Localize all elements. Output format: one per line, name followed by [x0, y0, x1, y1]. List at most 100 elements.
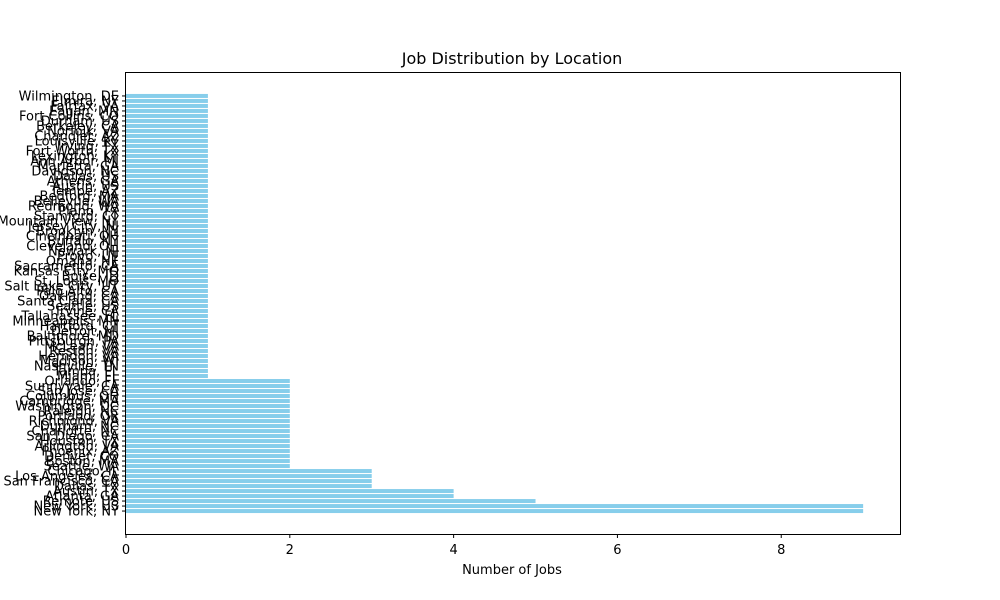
bar — [126, 404, 290, 409]
y-tick-label: Palo Alto, CA — [36, 284, 119, 299]
y-tick-label: Wilmington, DE — [19, 89, 119, 104]
bar — [126, 474, 372, 479]
bar — [126, 168, 208, 173]
y-tick-label: Charlotte, NC — [32, 425, 119, 440]
y-tick-label: Cambridge, MA — [19, 395, 119, 410]
y-tick-label: Berkeley, CA — [36, 119, 119, 134]
bar — [126, 469, 372, 474]
bar — [126, 329, 208, 334]
y-tick-label: Herndon, VA — [38, 350, 119, 365]
bar — [126, 233, 208, 238]
bar — [126, 364, 208, 369]
y-tick-label: Detroit, MI — [51, 325, 119, 340]
bar — [126, 449, 290, 454]
y-tick-label: Ann Arbor, MI — [30, 154, 119, 169]
bar — [126, 253, 208, 258]
y-tick-label: Richmond, VA — [29, 415, 119, 430]
bar — [126, 248, 208, 253]
bar — [126, 193, 208, 198]
y-tick-label: Arlington, VA — [35, 440, 120, 455]
bar — [126, 173, 208, 178]
bar — [126, 349, 208, 354]
bar — [126, 419, 290, 424]
y-tick-label: Denver, CO — [44, 450, 119, 465]
y-tick-label: Newark, NJ — [48, 244, 119, 259]
y-tick-label: Davidson, NC — [31, 164, 119, 179]
y-tick-label: Brooklyn, NY — [36, 224, 119, 239]
y-tick-label: Durham, NC — [40, 420, 119, 435]
y-tick-label: Hartford, CT — [40, 320, 119, 335]
bar — [126, 208, 208, 213]
y-tick-label: Phoenix, AZ — [41, 445, 119, 460]
y-tick-label: Madison, WI — [40, 355, 119, 370]
y-tick-label: Salt Lake City, UT — [4, 279, 119, 294]
bar — [126, 374, 208, 379]
y-tick-label: Irving, TX — [57, 139, 119, 154]
bar — [126, 218, 208, 223]
y-tick-label: Boise, ID — [62, 269, 119, 284]
bar — [126, 93, 208, 98]
y-tick-label: Chicago, IL — [47, 465, 119, 480]
y-tick-label: Jersey City, NJ — [27, 219, 119, 234]
bar — [126, 278, 208, 283]
bar — [126, 384, 290, 389]
y-tick-label: Fort Worth, TX — [26, 144, 119, 159]
bar — [126, 334, 208, 339]
bar — [126, 439, 290, 444]
y-tick-label: New York, US — [33, 500, 119, 515]
y-tick-label: Tallahassee, FL — [20, 310, 119, 325]
bar — [126, 479, 372, 484]
y-tick-label: Athens, GA — [47, 174, 119, 189]
y-tick-label: Orlando, FL — [44, 375, 119, 390]
chart-title: Job Distribution by Location — [401, 49, 623, 68]
bar — [126, 459, 290, 464]
y-tick-label: Stamford, CT — [34, 209, 119, 224]
bar — [126, 203, 208, 208]
bar — [126, 143, 208, 148]
y-tick-label: Raleigh, NC — [44, 405, 120, 420]
bar — [126, 379, 290, 384]
bar — [126, 283, 208, 288]
y-tick-label: Fort Collins, CO — [19, 109, 119, 124]
bar-group — [126, 93, 864, 514]
x-tick-label: 0 — [122, 543, 130, 558]
bar — [126, 324, 208, 329]
bar — [126, 389, 290, 394]
y-tick-label: Washington, DC — [15, 400, 119, 415]
bar — [126, 108, 208, 113]
y-tick-label: Omaha, NE — [46, 254, 119, 269]
bar — [126, 183, 208, 188]
y-tick-label: St. Louis, MO — [34, 274, 119, 289]
bar — [126, 429, 290, 434]
bar — [126, 163, 208, 168]
bar — [126, 444, 290, 449]
y-tick-label: Portland, OR — [38, 410, 119, 425]
bar — [126, 98, 208, 103]
y-tick-label: Austin, TX — [53, 485, 119, 500]
bar — [126, 138, 208, 143]
y-tick-label: Fairfax, VA — [50, 99, 119, 114]
bar — [126, 489, 454, 494]
bar — [126, 178, 208, 183]
y-tick-label: Columbus, OH — [26, 390, 119, 405]
y-tick-label: Kansas City, MO — [14, 264, 119, 279]
bar — [126, 414, 290, 419]
y-tick-label: Minneapolis, MN — [12, 315, 119, 330]
bar — [126, 424, 290, 429]
y-tick-label: Dallas, TX — [54, 480, 119, 495]
y-tick-label: Santa Clara, CA — [17, 294, 119, 309]
bar — [126, 263, 208, 268]
y-tick-label: McLean, VA — [44, 340, 119, 355]
bar — [126, 133, 208, 138]
bar — [126, 394, 290, 399]
y-tick-label: Sunnyvale, CA — [25, 380, 119, 395]
y-tick-label: Reston, VA — [49, 345, 119, 360]
bar — [126, 268, 208, 273]
y-tick-label: Lexington, KY — [31, 149, 119, 164]
y-tick-label: Baltimore, MD — [27, 330, 119, 345]
y-tick-label: Mountain View, NY — [0, 214, 119, 229]
bar — [126, 319, 208, 324]
y-tick-label: Marietta, GA — [37, 159, 119, 174]
y-tick-label: Sacramento, CA — [14, 259, 119, 274]
